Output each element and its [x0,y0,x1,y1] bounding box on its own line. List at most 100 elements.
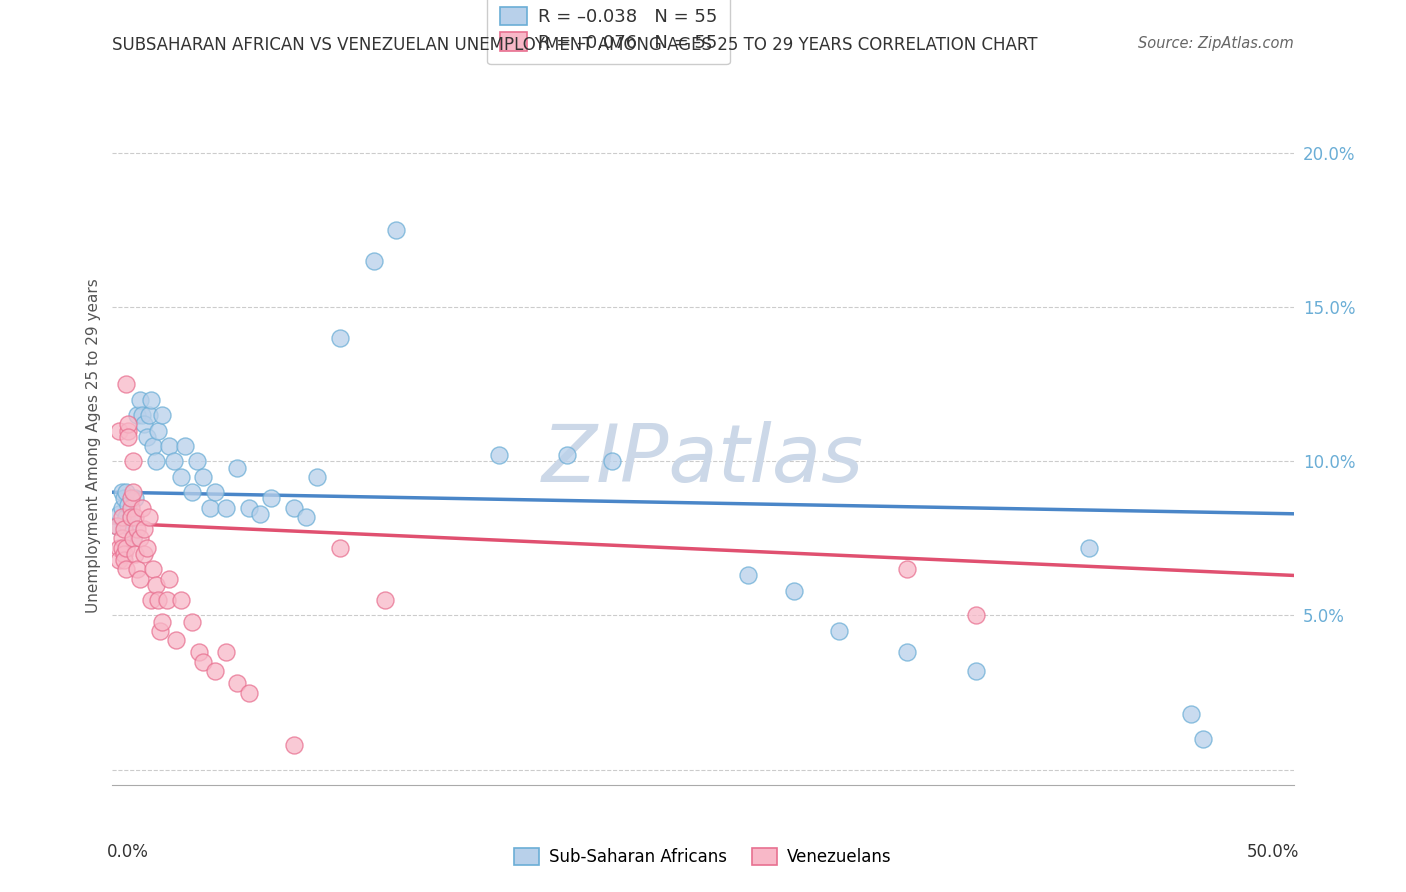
Point [215,645,238,659]
Point [1180,707,1202,722]
Point [108,424,131,438]
Point [120,500,142,515]
Point [737,568,759,582]
Point [142,439,165,453]
Point [828,624,851,638]
Point [117,519,139,533]
Point [204,485,226,500]
Point [374,593,396,607]
Point [115,377,138,392]
Point [134,417,156,432]
Point [127,408,149,422]
Point [305,470,328,484]
Point [385,223,408,237]
Point [108,553,131,567]
Point [215,500,238,515]
Point [283,500,305,515]
Point [896,562,918,576]
Text: ZIPatlas: ZIPatlas [541,420,865,499]
Point [110,541,132,555]
Point [329,331,352,345]
Point [110,500,132,515]
Point [1078,541,1101,555]
Point [115,485,138,500]
Point [260,491,283,506]
Point [112,516,135,530]
Text: Source: ZipAtlas.com: Source: ZipAtlas.com [1137,36,1294,51]
Point [112,547,135,561]
Point [193,655,215,669]
Point [105,519,128,533]
Point [152,615,174,629]
Point [169,470,191,484]
Point [112,553,135,567]
Point [294,509,316,524]
Point [127,522,149,536]
Point [146,593,169,607]
Point [157,572,180,586]
Point [112,522,135,536]
Point [187,645,209,659]
Point [128,392,150,407]
Point [226,676,249,690]
Point [131,408,153,422]
Text: SUBSAHARAN AFRICAN VS VENEZUELAN UNEMPLOYMENT AMONG AGES 25 TO 29 YEARS CORRELAT: SUBSAHARAN AFRICAN VS VENEZUELAN UNEMPLO… [112,36,1038,54]
Point [165,633,187,648]
Point [238,685,260,699]
Point [108,507,131,521]
Point [131,500,153,515]
Point [115,541,138,555]
Point [117,424,139,438]
Point [363,254,385,268]
Point [108,541,131,555]
Point [117,417,139,432]
Point [198,500,221,515]
Point [152,408,174,422]
Point [157,439,180,453]
Point [135,430,157,444]
Point [965,608,987,623]
Point [117,430,139,444]
Point [145,454,167,468]
Point [110,509,132,524]
Point [122,532,145,546]
Point [204,664,226,678]
Point [1191,731,1213,746]
Point [110,485,132,500]
Point [896,645,918,659]
Point [163,454,186,468]
Point [139,593,162,607]
Point [122,485,145,500]
Point [135,541,157,555]
Point [181,485,204,500]
Point [128,532,150,546]
Point [110,532,132,546]
Point [181,615,204,629]
Point [783,583,806,598]
Point [555,448,578,462]
Point [115,562,138,576]
Text: 50.0%: 50.0% [1247,843,1299,861]
Point [193,470,215,484]
Point [174,439,197,453]
Point [128,572,150,586]
Point [138,509,160,524]
Point [226,460,249,475]
Point [149,624,172,638]
Point [120,509,142,524]
Point [329,541,352,555]
Point [117,498,139,512]
Point [120,509,142,524]
Point [122,454,145,468]
Point [124,509,146,524]
Point [600,454,623,468]
Point [488,448,510,462]
Legend: R = –0.038   N = 55, R = –0.076   N = 55: R = –0.038 N = 55, R = –0.076 N = 55 [488,0,730,64]
Point [142,562,165,576]
Point [105,519,128,533]
Point [134,522,156,536]
Point [127,562,149,576]
Text: 0.0%: 0.0% [107,843,149,861]
Point [238,500,260,515]
Point [249,507,271,521]
